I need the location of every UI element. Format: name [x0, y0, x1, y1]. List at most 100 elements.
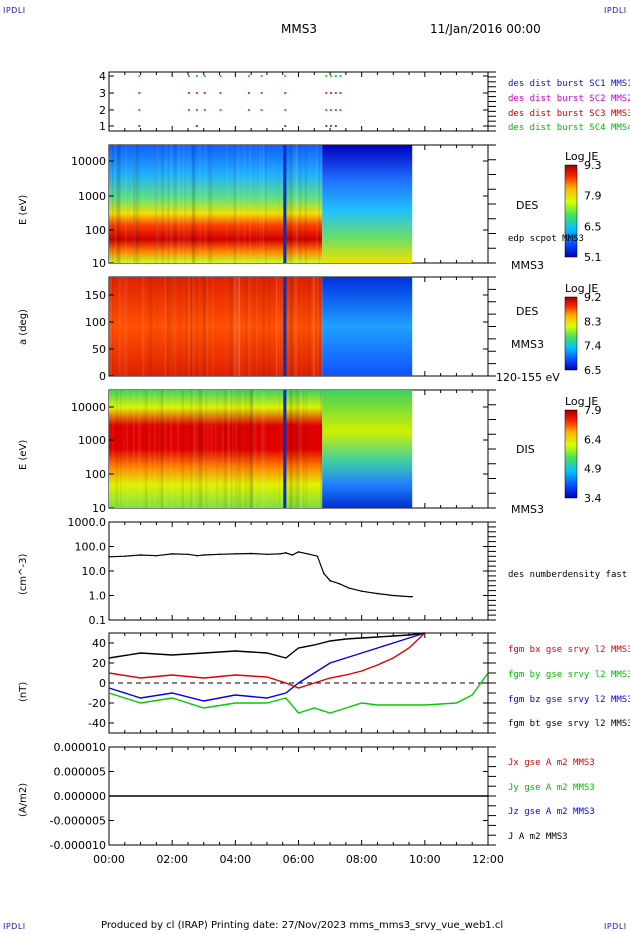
des-energy-streak: [317, 145, 320, 263]
dis-energy-streak: [206, 390, 209, 508]
des-energy-boundary: [283, 145, 287, 263]
des-energy-streak: [133, 145, 137, 263]
current-ytick-label: 0.000005: [54, 766, 107, 779]
density-point: [408, 595, 410, 598]
dis-energy-streak: [164, 390, 167, 508]
des-energy-streak: [114, 145, 118, 263]
legend-by: fgm by gse srvy l2 MMS3: [508, 670, 630, 680]
time-axis-label: 08:00: [346, 853, 378, 866]
burst-ytick-label: 1: [99, 120, 106, 133]
des-pitch-streak: [169, 277, 171, 376]
des-energy-streak: [304, 145, 308, 263]
des-pitch-streak: [109, 277, 113, 376]
density-point: [155, 554, 158, 557]
des-pitch-streak: [304, 277, 306, 376]
dis-energy-streak: [289, 390, 293, 508]
des-energy-streak: [168, 145, 170, 263]
colorbar-dis-energy-tick: 7.9: [584, 404, 602, 417]
dis-energy-streak: [299, 390, 301, 508]
des-energy-streak: [286, 145, 289, 263]
current-ytick-label: -0.000010: [50, 839, 106, 852]
dis-energy-streak: [222, 390, 224, 508]
corner-label-bottom-left: IPDLI: [3, 922, 26, 931]
dis-energy-streak: [214, 390, 218, 508]
dis-energy-streak: [222, 390, 224, 508]
dis-energy-streak: [176, 390, 180, 508]
burst-ytick-label: 4: [99, 70, 106, 83]
density-point: [218, 553, 221, 556]
dis-energy-streak: [190, 390, 193, 508]
density-point: [123, 555, 126, 558]
des-pitch-magnetosheath: [322, 277, 413, 376]
des-energy-ytick-label: 10000: [71, 155, 106, 168]
des-energy-ytick-label: 100: [85, 224, 106, 237]
colorbar-des-pitch-tick: 8.3: [584, 315, 602, 328]
corner-label-top-right: IPDLI: [604, 6, 627, 15]
density-point: [411, 595, 414, 598]
des-energy-streak: [112, 145, 114, 263]
des-pitch-streak: [203, 277, 206, 376]
bfield-ytick-label: 0: [99, 677, 106, 690]
dis-energy-streak: [211, 390, 213, 508]
density-point: [139, 554, 142, 556]
des-pitch-streak: [112, 277, 113, 376]
des-pitch-streak: [233, 277, 236, 376]
dis-energy-streak: [238, 390, 241, 508]
density-point: [297, 551, 300, 553]
legend-j: J A m2 MMS3: [508, 832, 568, 842]
density-point: [376, 592, 379, 595]
des-pitch-streak: [299, 277, 301, 376]
legend-jz: Jz gse A m2 MMS3: [508, 807, 595, 817]
des-pitch-streak: [156, 277, 158, 376]
dis-energy-streak: [265, 390, 267, 508]
legend-burst-sc4: des dist burst SC4 MMS4: [508, 123, 630, 133]
time-axis-label: 00:00: [93, 853, 125, 866]
current-ytick-label: -0.000005: [50, 815, 106, 828]
dis-energy-streak: [252, 390, 254, 508]
legend-jx: Jx gse A m2 MMS3: [508, 758, 595, 768]
colorbar-des-energy-title: Log JE: [565, 150, 599, 163]
des-energy-streak: [295, 145, 297, 263]
des-pitch-streak: [313, 277, 315, 376]
des-energy-streak: [170, 145, 174, 263]
des-pitch-streak: [294, 277, 297, 376]
dis-energy-streak: [115, 390, 118, 508]
bfield-ytick-label: 40: [92, 637, 106, 650]
dis-energy-streak: [132, 390, 136, 508]
dis-energy-streak: [194, 390, 198, 508]
des-energy-streak: [237, 145, 239, 263]
dis-energy-streak: [158, 390, 160, 508]
bfield-ytick-label: -20: [88, 697, 106, 710]
density-ytick-label: 1.0: [89, 590, 107, 603]
des-pitch-streak: [199, 277, 201, 376]
dis-energy-streak: [205, 390, 208, 508]
des-energy-streak: [137, 145, 140, 263]
des-energy-scpot: edp scpot MMS3: [508, 234, 584, 244]
dis-energy-streak: [148, 390, 151, 508]
des-pitch-streak: [179, 277, 182, 376]
des-energy-streak: [182, 145, 185, 263]
colorbar-des-pitch-tick: 9.2: [584, 291, 602, 304]
des-pitch-streak: [308, 277, 310, 376]
colorbar-dis-energy-title: Log JE: [565, 395, 599, 408]
des-pitch-streak: [255, 277, 257, 376]
colorbar-dis-energy-tick: 4.9: [584, 463, 602, 476]
des-energy-sc: MMS3: [511, 259, 544, 272]
dis-energy-boundary: [283, 390, 287, 508]
dis-energy-streak: [161, 390, 163, 508]
des-pitch-streak: [185, 277, 188, 376]
des-energy-streak: [136, 145, 138, 263]
des-energy-streak: [158, 145, 160, 263]
colorbar-dis-energy: [564, 409, 578, 499]
des-energy-streak: [134, 145, 138, 263]
dis-energy-streak: [227, 390, 230, 508]
legend-bz: fgm bz gse srvy l2 MMS3: [508, 695, 630, 705]
dis-energy-streak: [320, 390, 323, 508]
density-point: [338, 583, 341, 585]
legend-burst-sc1: des dist burst SC1 MMS1: [508, 79, 630, 89]
dis-energy-ytick-label: 10000: [71, 401, 106, 414]
density-ylabel: (cm^-3): [18, 553, 29, 595]
des-energy-streak: [133, 145, 135, 263]
bfield-series-bt: [108, 632, 425, 659]
